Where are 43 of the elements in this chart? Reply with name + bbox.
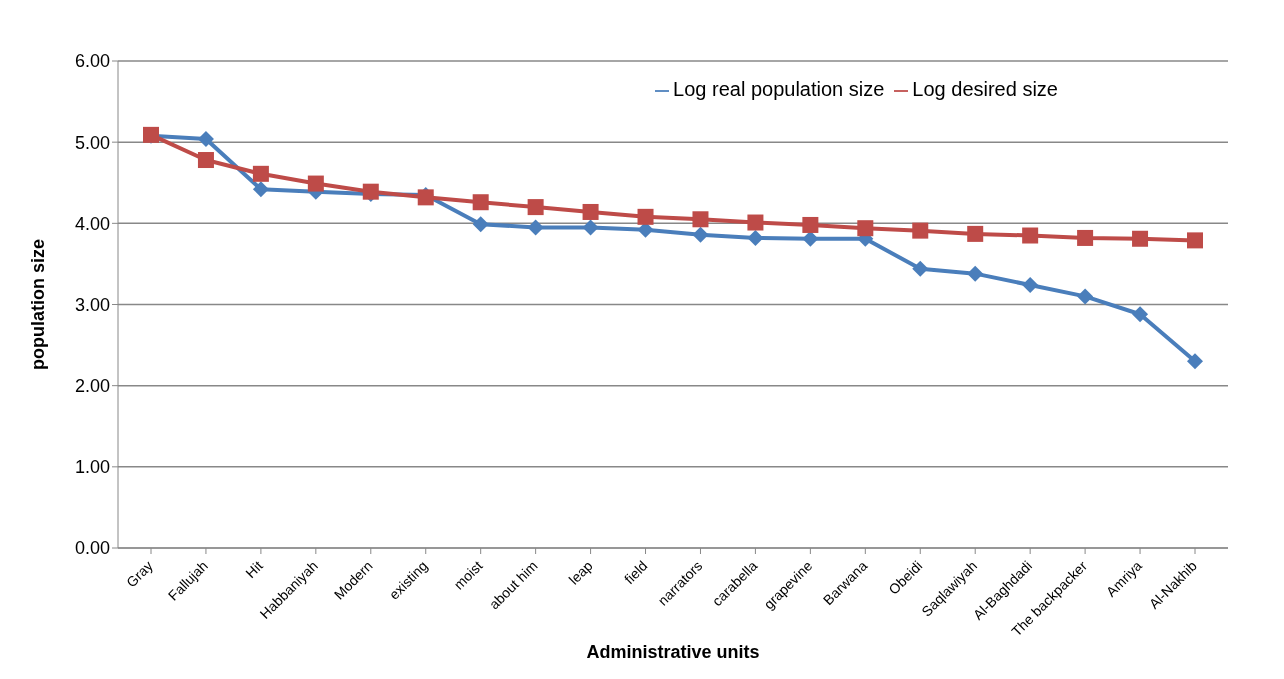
point — [252, 181, 269, 198]
point — [967, 265, 984, 282]
point — [197, 130, 214, 147]
point — [692, 211, 709, 228]
y-tick-label: 5.00 — [74, 132, 110, 153]
point — [1077, 229, 1094, 246]
point — [1187, 353, 1203, 370]
point — [692, 226, 709, 243]
point — [582, 219, 599, 236]
point — [582, 203, 599, 220]
point — [527, 219, 544, 236]
point — [912, 260, 929, 277]
point — [802, 230, 819, 247]
point — [802, 216, 819, 233]
point — [967, 225, 984, 242]
point — [747, 214, 764, 231]
y-tick-label: 4.00 — [74, 213, 110, 234]
x-axis-title: Administrative units — [586, 642, 760, 662]
point — [637, 208, 654, 225]
point — [857, 220, 874, 237]
y-axis-title: population size — [28, 238, 49, 371]
y-tick-label: 6.00 — [74, 51, 110, 72]
point — [252, 165, 269, 182]
point — [307, 175, 324, 192]
y-tick-label: 0.00 — [74, 538, 110, 559]
point — [1132, 306, 1149, 323]
point — [1077, 288, 1094, 305]
point — [1022, 227, 1039, 244]
point — [1187, 232, 1203, 249]
point — [1022, 277, 1039, 294]
point — [1132, 230, 1149, 247]
y-tick-label: 2.00 — [74, 376, 110, 397]
legend-label: Log desired size — [912, 78, 1058, 100]
y-tick-label: 1.00 — [74, 457, 110, 478]
point — [527, 199, 544, 216]
point — [472, 216, 489, 233]
point — [912, 222, 929, 239]
y-tick-label: 3.00 — [74, 294, 110, 315]
x-tick-label: leap — [565, 557, 596, 588]
point — [472, 194, 489, 211]
legend-label: Log real population size — [673, 78, 885, 100]
point — [747, 229, 764, 246]
point — [197, 152, 214, 169]
